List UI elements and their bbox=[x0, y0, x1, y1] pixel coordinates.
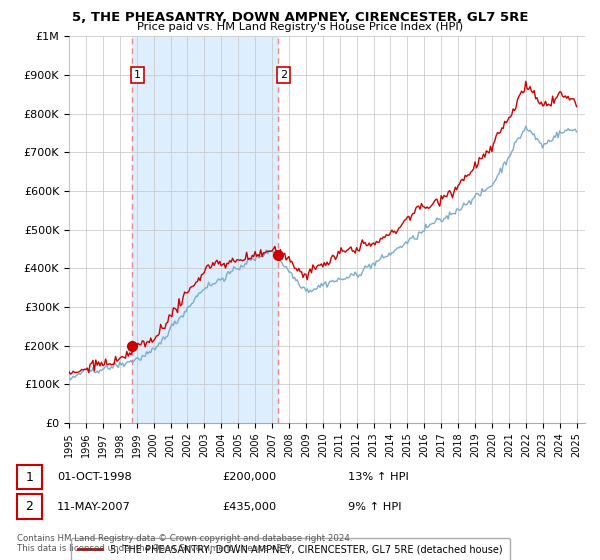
Text: 9% ↑ HPI: 9% ↑ HPI bbox=[348, 502, 401, 512]
Text: 1: 1 bbox=[134, 70, 141, 80]
Text: Contains HM Land Registry data © Crown copyright and database right 2024.
This d: Contains HM Land Registry data © Crown c… bbox=[17, 534, 352, 553]
Text: Price paid vs. HM Land Registry's House Price Index (HPI): Price paid vs. HM Land Registry's House … bbox=[137, 22, 463, 32]
Text: £435,000: £435,000 bbox=[222, 502, 276, 512]
Text: 11-MAY-2007: 11-MAY-2007 bbox=[57, 502, 131, 512]
Text: 2: 2 bbox=[25, 500, 34, 514]
Bar bbox=[577, 36, 585, 423]
Text: 13% ↑ HPI: 13% ↑ HPI bbox=[348, 472, 409, 482]
Text: 2: 2 bbox=[280, 70, 287, 80]
Text: 5, THE PHEASANTRY, DOWN AMPNEY, CIRENCESTER, GL7 5RE: 5, THE PHEASANTRY, DOWN AMPNEY, CIRENCES… bbox=[72, 11, 528, 24]
Text: 01-OCT-1998: 01-OCT-1998 bbox=[57, 472, 132, 482]
Text: £200,000: £200,000 bbox=[222, 472, 276, 482]
Text: 1: 1 bbox=[25, 470, 34, 484]
Legend: 5, THE PHEASANTRY, DOWN AMPNEY, CIRENCESTER, GL7 5RE (detached house), HPI: Aver: 5, THE PHEASANTRY, DOWN AMPNEY, CIRENCES… bbox=[71, 538, 509, 560]
Bar bbox=[133, 36, 278, 423]
